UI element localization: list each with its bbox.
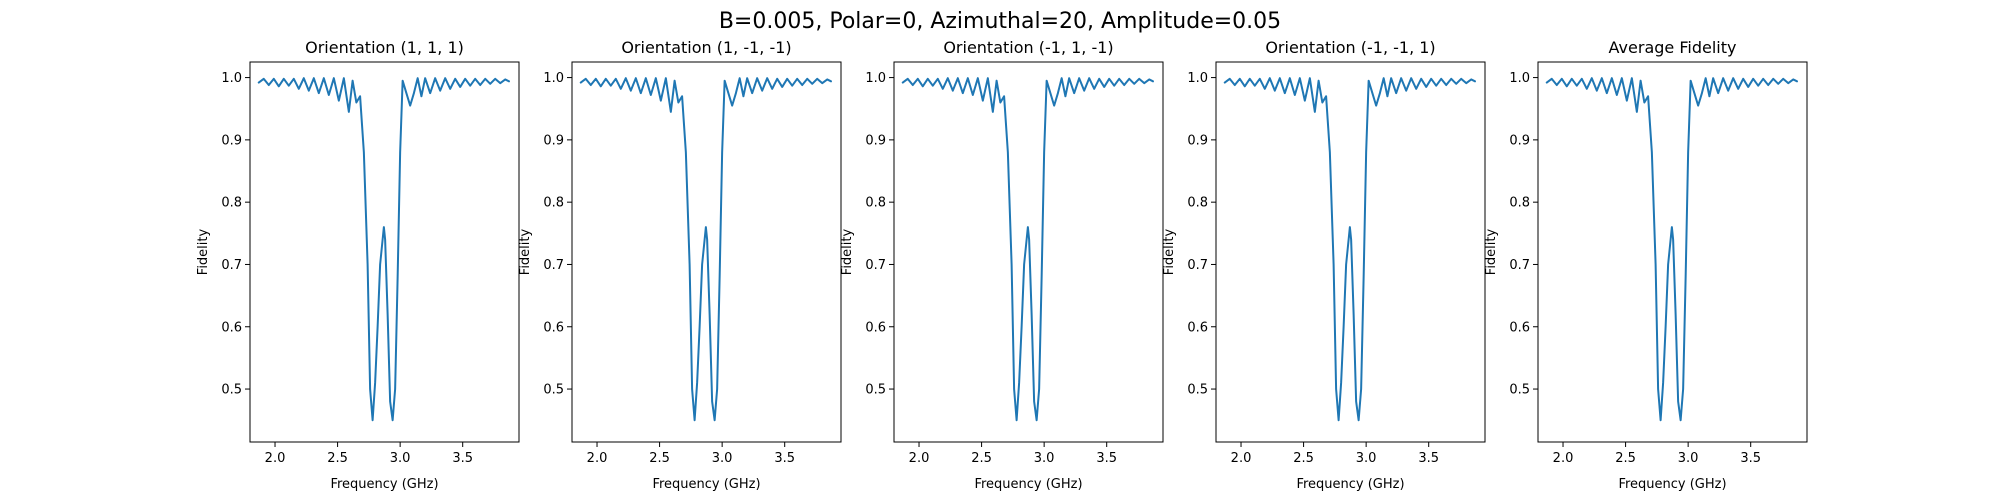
fidelity-series-line bbox=[579, 77, 832, 422]
axes-frame bbox=[1215, 61, 1486, 443]
y-tick-label: 0.6 bbox=[1187, 320, 1208, 335]
x-tick-label: 2.0 bbox=[1231, 451, 1252, 466]
subplot-3: Orientation (-1, 1, -1) 2.0 2.5 3.0 3.5 0.5 0.… bbox=[840, 38, 1164, 492]
subplot-title: Orientation (1, 1, 1) bbox=[305, 38, 464, 57]
y-tick-label: 0.8 bbox=[1187, 196, 1208, 211]
x-tick-label: 3.0 bbox=[1356, 451, 1377, 466]
y-axis-label: Fidelity bbox=[1162, 228, 1177, 275]
x-tick-label: 2.5 bbox=[327, 451, 348, 466]
figure-suptitle: B=0.005, Polar=0, Azimuthal=20, Amplitud… bbox=[719, 9, 1281, 34]
y-axis-label: Fidelity bbox=[196, 228, 211, 275]
y-tick-label: 0.6 bbox=[221, 320, 242, 335]
y-tick-label: 0.7 bbox=[543, 258, 564, 273]
x-tick-label: 2.5 bbox=[649, 451, 670, 466]
y-axis-label: Fidelity bbox=[1484, 228, 1499, 275]
y-tick-label: 0.9 bbox=[1187, 133, 1208, 148]
fidelity-series-line bbox=[901, 77, 1154, 422]
subplot-2: Orientation (1, -1, -1) 2.0 2.5 3.0 3.5 0.5 0.… bbox=[518, 38, 842, 492]
y-tick-label: 0.5 bbox=[865, 383, 886, 398]
x-axis-label: Frequency (GHz) bbox=[652, 477, 760, 492]
y-tick-label: 0.8 bbox=[543, 196, 564, 211]
y-tick-label: 0.8 bbox=[865, 196, 886, 211]
axes-frame bbox=[1537, 61, 1808, 443]
x-tick-label: 2.5 bbox=[1615, 451, 1636, 466]
x-tick-label: 3.5 bbox=[1740, 451, 1761, 466]
x-tick-label: 3.5 bbox=[774, 451, 795, 466]
y-tick-label: 0.8 bbox=[1509, 196, 1530, 211]
y-tick-label: 0.5 bbox=[221, 383, 242, 398]
y-tick-label: 0.9 bbox=[865, 133, 886, 148]
x-tick-label: 2.5 bbox=[971, 451, 992, 466]
fidelity-series-line bbox=[1545, 77, 1798, 422]
y-tick-label: 0.7 bbox=[1509, 258, 1530, 273]
subplot-title: Orientation (-1, 1, -1) bbox=[943, 38, 1113, 57]
y-tick-label: 0.9 bbox=[543, 133, 564, 148]
y-tick-label: 0.7 bbox=[1187, 258, 1208, 273]
y-tick-label: 0.7 bbox=[221, 258, 242, 273]
y-tick-label: 0.5 bbox=[1509, 383, 1530, 398]
subplot-1: Orientation (1, 1, 1) 2.0 2.5 3.0 3.5 0.5 0.6 0… bbox=[196, 38, 520, 492]
x-axis-label: Frequency (GHz) bbox=[974, 477, 1082, 492]
y-tick-label: 0.5 bbox=[543, 383, 564, 398]
axes-frame bbox=[571, 61, 842, 443]
subplot-5: Average Fidelity 2.0 2.5 3.0 3.5 0.5 0.6 0.7 0.8… bbox=[1484, 38, 1808, 492]
y-tick-label: 0.6 bbox=[1509, 320, 1530, 335]
x-tick-label: 3.0 bbox=[1678, 451, 1699, 466]
subplot-title: Orientation (1, -1, -1) bbox=[621, 38, 791, 57]
y-axis-label: Fidelity bbox=[840, 228, 855, 275]
x-tick-label: 3.0 bbox=[712, 451, 733, 466]
y-tick-label: 0.6 bbox=[543, 320, 564, 335]
x-tick-label: 2.0 bbox=[587, 451, 608, 466]
y-tick-label: 1.0 bbox=[543, 71, 564, 86]
y-tick-label: 0.9 bbox=[1509, 133, 1530, 148]
x-tick-label: 3.5 bbox=[1418, 451, 1439, 466]
x-tick-label: 2.0 bbox=[1553, 451, 1574, 466]
x-axis-label: Frequency (GHz) bbox=[330, 477, 438, 492]
fidelity-series-line bbox=[1223, 77, 1476, 422]
y-tick-label: 0.8 bbox=[221, 196, 242, 211]
y-tick-label: 1.0 bbox=[865, 71, 886, 86]
x-tick-label: 3.0 bbox=[1034, 451, 1055, 466]
x-tick-label: 3.5 bbox=[1096, 451, 1117, 466]
y-tick-label: 1.0 bbox=[1509, 71, 1530, 86]
subplot-title: Average Fidelity bbox=[1609, 38, 1737, 57]
x-axis-label: Frequency (GHz) bbox=[1296, 477, 1404, 492]
y-tick-label: 0.5 bbox=[1187, 383, 1208, 398]
y-tick-label: 0.6 bbox=[865, 320, 886, 335]
y-tick-label: 0.9 bbox=[221, 133, 242, 148]
subplot-panels: Orientation (1, 1, 1) 2.0 2.5 3.0 3.5 0.5 0.6 0… bbox=[196, 38, 1808, 492]
axes-frame bbox=[893, 61, 1164, 443]
x-tick-label: 2.5 bbox=[1293, 451, 1314, 466]
axes-frame bbox=[249, 61, 520, 443]
x-tick-label: 2.0 bbox=[265, 451, 286, 466]
fidelity-series-line bbox=[257, 77, 510, 422]
y-tick-label: 1.0 bbox=[1187, 71, 1208, 86]
y-tick-label: 0.7 bbox=[865, 258, 886, 273]
y-tick-label: 1.0 bbox=[221, 71, 242, 86]
subplot-title: Orientation (-1, -1, 1) bbox=[1265, 38, 1435, 57]
x-tick-label: 2.0 bbox=[909, 451, 930, 466]
subplot-4: Orientation (-1, -1, 1) 2.0 2.5 3.0 3.5 0.5 0.… bbox=[1162, 38, 1486, 492]
x-tick-label: 3.0 bbox=[390, 451, 411, 466]
y-axis-label: Fidelity bbox=[518, 228, 533, 275]
x-tick-label: 3.5 bbox=[452, 451, 473, 466]
x-axis-label: Frequency (GHz) bbox=[1618, 477, 1726, 492]
